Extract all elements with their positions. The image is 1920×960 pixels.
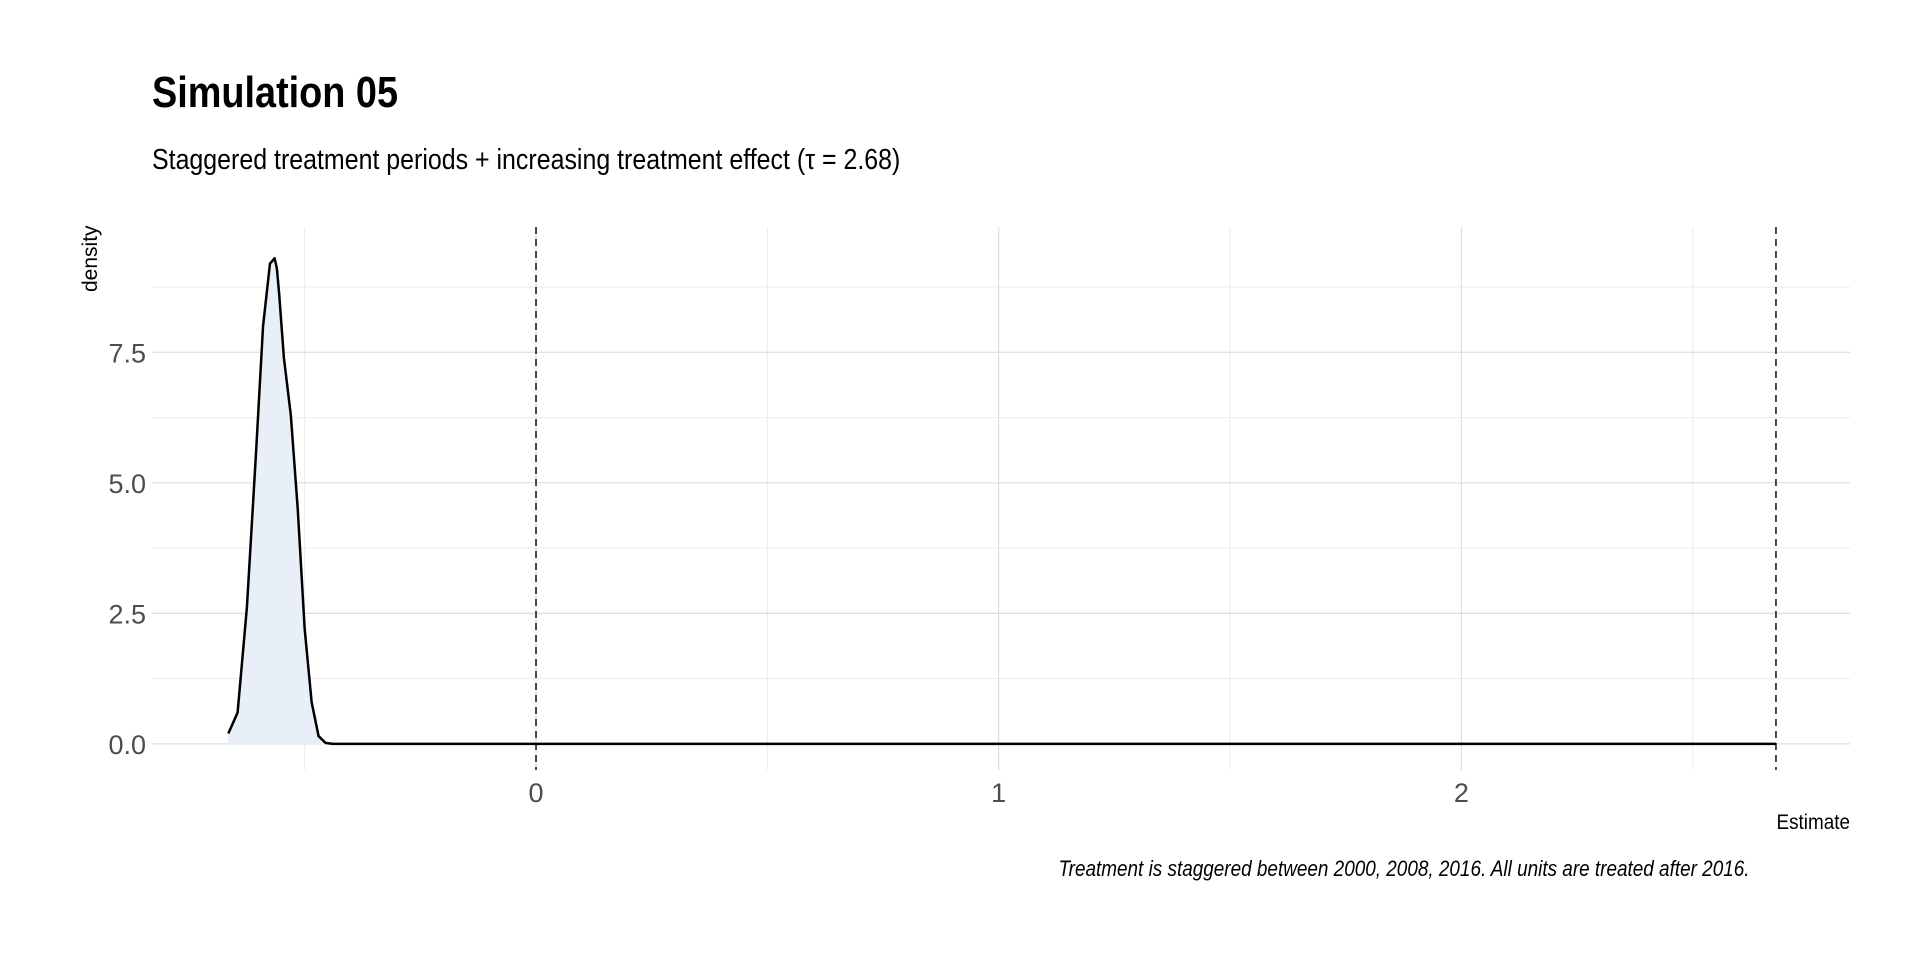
x-tick-label: 2 xyxy=(1454,778,1469,808)
y-tick-label: 5.0 xyxy=(108,469,146,499)
chart-title: Simulation 05 xyxy=(152,68,399,117)
chart-caption: Treatment is staggered between 2000, 200… xyxy=(1058,856,1750,881)
x-tick-label: 0 xyxy=(529,778,544,808)
y-tick-label: 0.0 xyxy=(108,730,146,760)
y-tick-label: 2.5 xyxy=(108,599,146,629)
chart-subtitle: Staggered treatment periods + increasing… xyxy=(152,144,901,176)
y-axis-title: density xyxy=(79,225,102,292)
x-tick-label: 1 xyxy=(991,778,1006,808)
density-line xyxy=(227,257,1776,746)
density-area xyxy=(228,258,1776,744)
x-axis-title: Estimate xyxy=(1777,811,1850,834)
y-tick-label: 7.5 xyxy=(108,338,146,368)
